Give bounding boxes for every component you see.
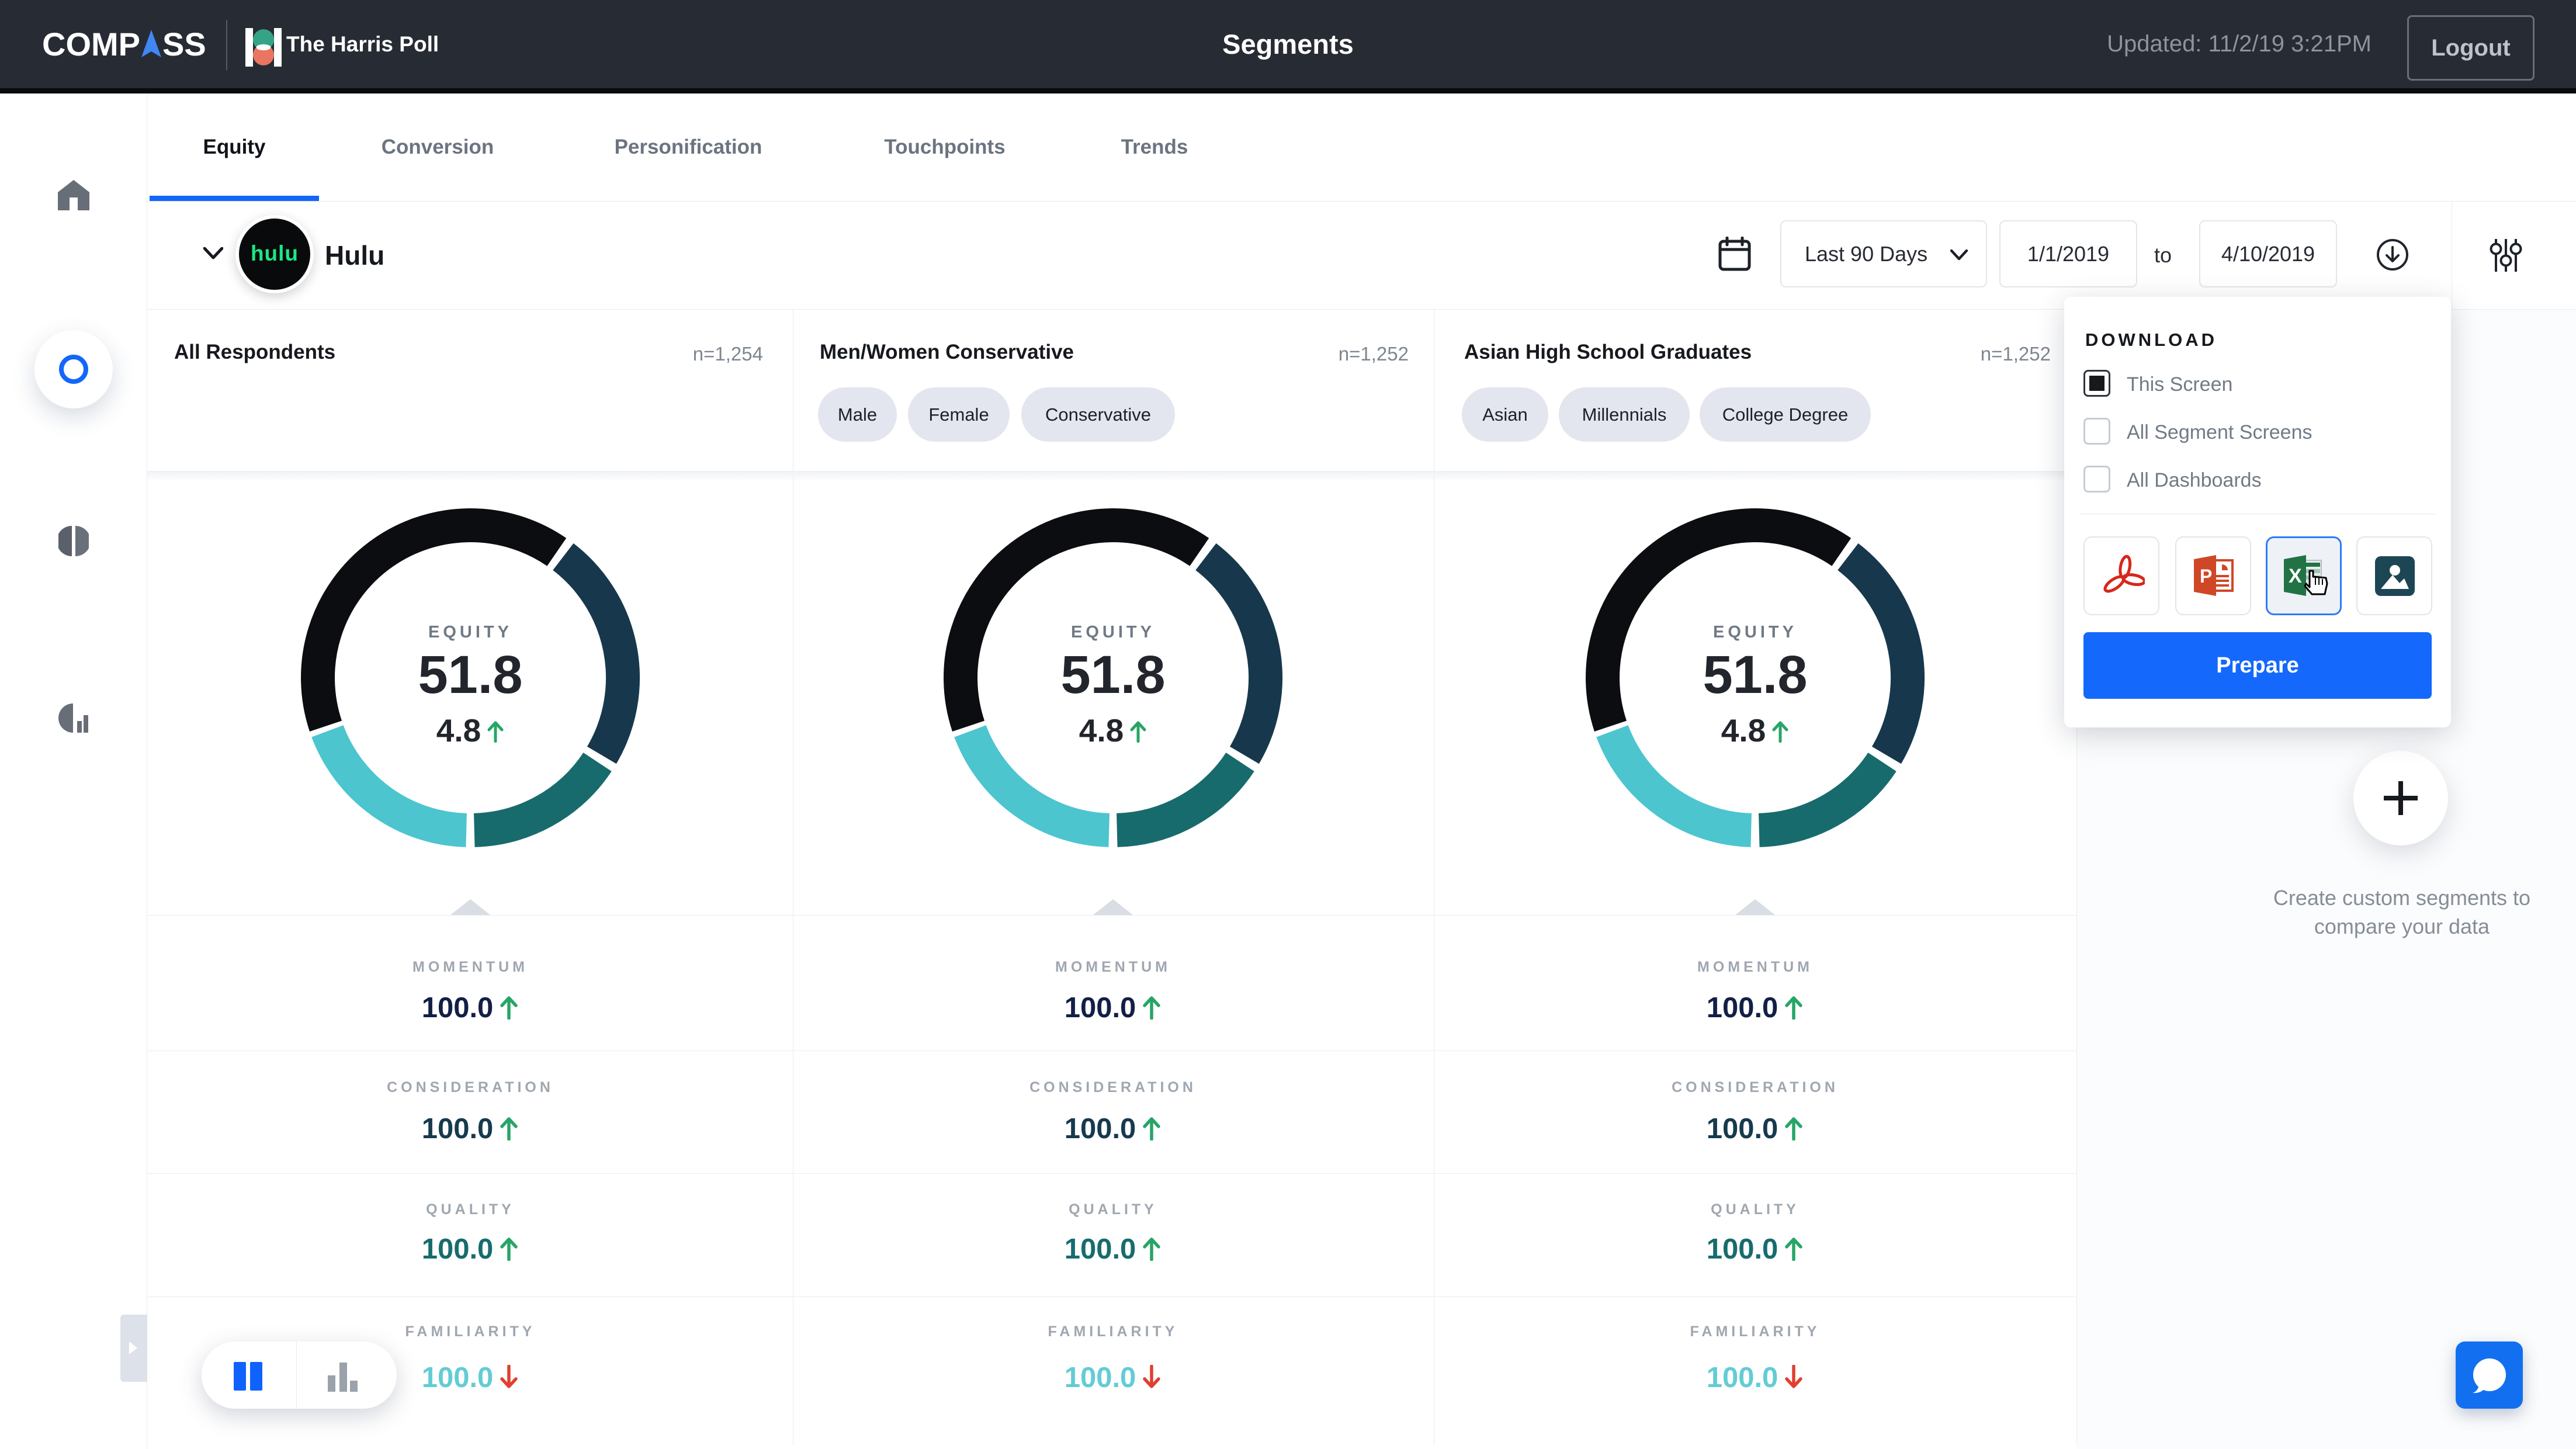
svg-text:P: P [2200, 566, 2212, 587]
svg-text:X: X [2289, 565, 2302, 587]
